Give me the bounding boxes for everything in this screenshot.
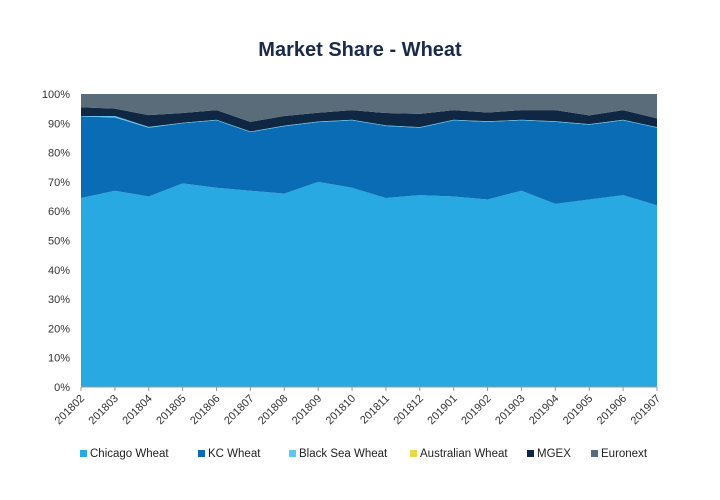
y-tick-label: 90% (48, 118, 70, 130)
x-tick-label: 201901 (425, 393, 459, 427)
y-tick-label: 10% (48, 353, 70, 365)
x-tick-label: 201804 (120, 393, 154, 427)
legend-label: Black Sea Wheat (299, 448, 388, 460)
x-tick-label: 201807 (222, 393, 256, 427)
legend-marker (410, 450, 417, 457)
y-tick-label: 60% (48, 206, 70, 218)
legend-marker (527, 450, 534, 457)
legend-marker (289, 450, 296, 457)
legend-item-black-sea-wheat: Black Sea Wheat (289, 448, 388, 460)
legend-item-chicago-wheat: Chicago Wheat (80, 448, 169, 460)
x-axis: 201802 201803 201804 201805 201806 201807 2018… (53, 386, 663, 427)
legend-marker (591, 450, 598, 457)
y-tick-label: 30% (48, 294, 70, 306)
legend-item-euronext: Euronext (591, 448, 648, 460)
x-tick-label: 201903 (493, 393, 527, 427)
legend-label: KC Wheat (208, 448, 261, 460)
area-kc-wheat (81, 116, 657, 206)
x-tick-label: 201806 (188, 393, 222, 427)
x-tick-label: 201905 (561, 393, 595, 427)
y-tick-label: 100% (42, 89, 70, 101)
x-tick-label: 201906 (595, 393, 629, 427)
x-tick-label: 201803 (87, 393, 121, 427)
x-tick-label: 201808 (256, 393, 290, 427)
legend-marker (198, 450, 205, 457)
chart-title: Market Share - Wheat (258, 39, 462, 61)
area-euronext (81, 94, 657, 122)
area-chicago-wheat (81, 181, 657, 387)
area-layers (81, 94, 657, 387)
y-tick-label: 20% (48, 323, 70, 335)
y-tick-label: 80% (48, 148, 70, 160)
y-tick-label: 40% (48, 265, 70, 277)
legend-item-kc-wheat: KC Wheat (198, 448, 261, 460)
x-tick-label: 201805 (154, 393, 188, 427)
legend-label: Chicago Wheat (90, 448, 169, 460)
x-tick-label: 201802 (53, 393, 87, 427)
y-tick-label: 0% (54, 382, 70, 394)
legend-label: MGEX (537, 448, 571, 460)
x-tick-label: 201810 (324, 393, 358, 427)
legend-item-australian-wheat: Australian Wheat (410, 448, 508, 460)
x-tick-label: 201811 (358, 393, 392, 427)
y-tick-label: 50% (48, 236, 70, 248)
x-tick-label: 201904 (527, 393, 561, 427)
y-tick-label: 70% (48, 177, 70, 189)
legend: Chicago Wheat KC Wheat Black Sea Wheat Aust… (80, 448, 648, 460)
legend-item-mgex: MGEX (527, 448, 571, 460)
legend-marker (80, 450, 87, 457)
x-tick-label: 201809 (290, 393, 324, 427)
y-axis: 0% 10% 20% 30% 40% 50% 60% 70% 80% 90% 100% (42, 89, 70, 394)
area-mgex (81, 107, 657, 132)
x-tick-label: 201907 (629, 393, 663, 427)
legend-label: Euronext (601, 448, 648, 460)
x-tick-label: 201812 (391, 393, 425, 427)
legend-label: Australian Wheat (420, 448, 508, 460)
x-tick-label: 201902 (459, 393, 493, 427)
